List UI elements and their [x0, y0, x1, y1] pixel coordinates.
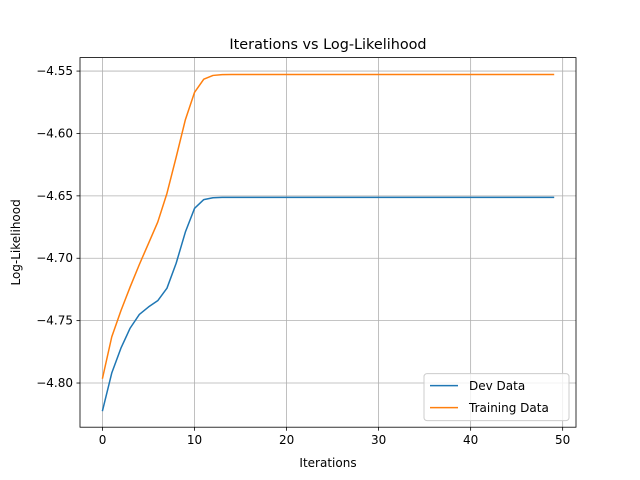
- y-tick-label: −4.65: [36, 189, 73, 203]
- legend-label-dev-data: Dev Data: [469, 379, 525, 393]
- x-tick-label: 50: [555, 433, 570, 447]
- legend: Dev Data Training Data: [423, 373, 570, 422]
- y-tick-label: −4.75: [36, 314, 73, 328]
- chart-title: Iterations vs Log-Likelihood: [229, 37, 426, 53]
- legend-box: [423, 373, 570, 422]
- grid-lines: [80, 57, 576, 428]
- x-axis-label: Iterations: [299, 456, 356, 470]
- x-tick-label: 30: [371, 433, 386, 447]
- axis-ticks: 0 10 20 30 40 50 −4.80 −4.75 −4.70 −4.65 −4.60 −4.5…: [36, 64, 570, 447]
- x-tick-label: 40: [463, 433, 478, 447]
- x-tick-label: 0: [99, 433, 107, 447]
- x-tick-label: 20: [279, 433, 294, 447]
- series-line-training-data: [101, 73, 555, 379]
- plot-frame: [79, 57, 577, 428]
- series-lines: [101, 73, 555, 412]
- series-line-dev-data: [101, 196, 555, 412]
- x-tick-label: 10: [187, 433, 202, 447]
- y-tick-label: −4.55: [36, 64, 73, 78]
- y-axis-label: Log-Likelihood: [9, 199, 23, 285]
- legend-label-training-data: Training Data: [468, 401, 549, 415]
- y-tick-label: −4.60: [36, 126, 73, 140]
- y-tick-label: −4.70: [36, 251, 73, 265]
- y-tick-label: −4.80: [36, 376, 73, 390]
